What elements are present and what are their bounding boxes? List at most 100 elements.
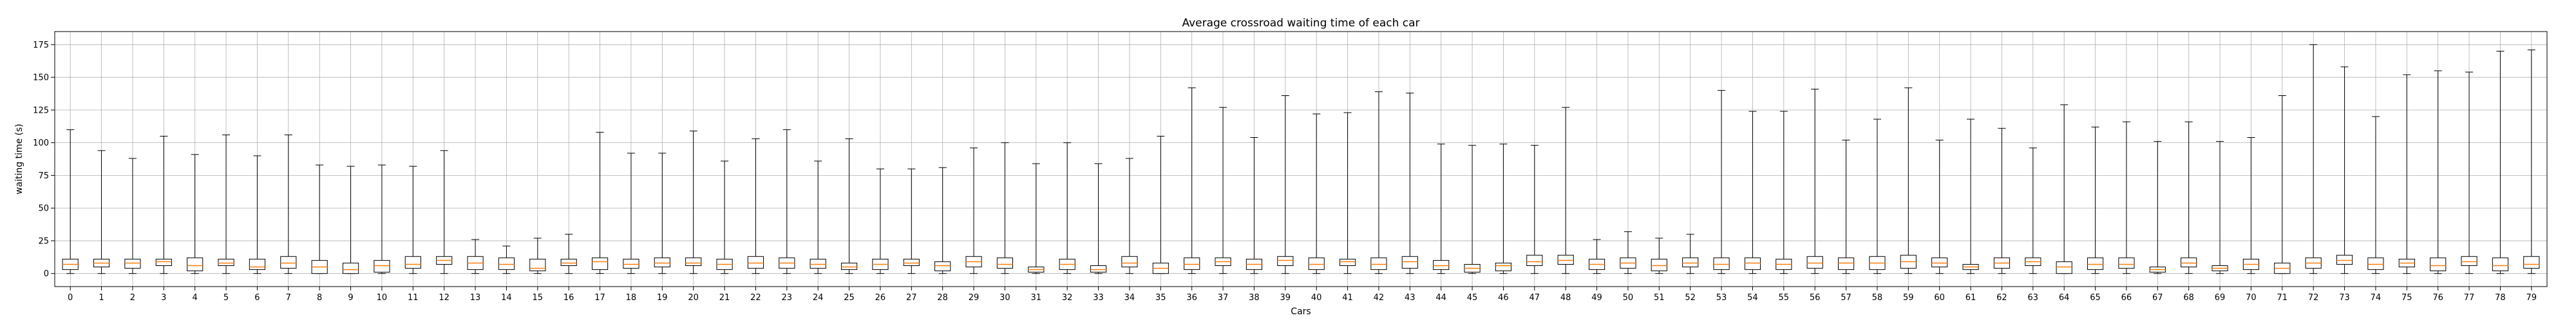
x-tick-label: 78	[2495, 293, 2506, 303]
box-55	[1776, 111, 1792, 274]
x-tick-label: 3	[161, 293, 166, 303]
box-56	[1806, 88, 1823, 274]
box-24	[810, 160, 826, 274]
x-tick-label: 2	[130, 293, 135, 303]
box-67	[2149, 141, 2166, 274]
iqr-box	[1339, 258, 1356, 267]
x-tick-label: 54	[1747, 293, 1758, 303]
iqr-box	[1121, 256, 1138, 268]
box-57	[1837, 140, 1855, 274]
iqr-box	[1495, 262, 1512, 272]
box-40	[1308, 113, 1325, 274]
iqr-box	[124, 258, 141, 269]
iqr-box	[342, 262, 359, 274]
iqr-box	[747, 256, 764, 269]
x-tick-label: 34	[1124, 293, 1135, 303]
box-14	[498, 245, 515, 274]
iqr-box	[187, 257, 204, 272]
box-6	[249, 155, 266, 274]
x-tick-label: 41	[1342, 293, 1353, 303]
box-53	[1713, 90, 1730, 274]
x-tick-label: 31	[1031, 293, 1042, 303]
plot-frame	[54, 31, 2548, 287]
iqr-box	[2181, 257, 2197, 268]
iqr-box	[810, 258, 826, 269]
box-52	[1682, 234, 1699, 274]
box-60	[1931, 140, 1948, 274]
box-32	[1059, 142, 1075, 274]
box-19	[654, 153, 670, 274]
iqr-box	[1651, 258, 1667, 272]
box-71	[2274, 95, 2291, 274]
box-45	[1464, 145, 1481, 274]
x-tick-label: 61	[1965, 293, 1976, 303]
x-tick-label: 47	[1530, 293, 1540, 303]
x-tick-label: 6	[254, 293, 260, 303]
x-tick-label: 65	[2090, 293, 2101, 303]
iqr-box	[560, 258, 577, 267]
x-tick-label: 9	[348, 293, 353, 303]
x-tick-label: 40	[1311, 293, 1322, 303]
box-58	[1869, 118, 1886, 274]
y-axis-label: waiting time (s)	[14, 124, 24, 194]
box-75	[2398, 74, 2415, 274]
iqr-box	[155, 258, 172, 267]
x-tick-label: 56	[1810, 293, 1821, 303]
box-41	[1339, 112, 1356, 274]
iqr-box	[1401, 256, 1418, 269]
x-tick-label: 30	[999, 293, 1010, 303]
box-34	[1121, 158, 1138, 274]
box-8	[311, 164, 328, 274]
x-tick-label: 7	[286, 293, 291, 303]
x-tick-label: 70	[2246, 293, 2257, 303]
iqr-box	[2367, 257, 2384, 270]
box-13	[467, 239, 484, 274]
box-73	[2336, 66, 2353, 274]
box-68	[2181, 121, 2197, 274]
x-tick-label: 67	[2152, 293, 2163, 303]
y-tick-label: 150	[33, 73, 49, 83]
iqr-box	[2118, 257, 2135, 269]
iqr-box	[2430, 257, 2447, 272]
x-tick-label: 0	[68, 293, 73, 303]
x-tick-label: 33	[1093, 293, 1104, 303]
box-76	[2430, 70, 2447, 274]
x-tick-label: 76	[2432, 293, 2443, 303]
x-tick-label: 37	[1218, 293, 1229, 303]
box-74	[2367, 116, 2384, 274]
x-tick-label: 42	[1374, 293, 1385, 303]
box-36	[1184, 87, 1200, 274]
iqr-box	[2336, 254, 2353, 265]
x-tick-label: 43	[1405, 293, 1416, 303]
x-tick-label: 29	[969, 293, 980, 303]
x-tick-label: 28	[937, 293, 948, 303]
y-axis-ticks: 0 25 50 75 100 125 150 175	[33, 41, 55, 279]
box-18	[623, 153, 639, 274]
x-tick-label: 8	[317, 293, 322, 303]
box-44	[1433, 144, 1450, 274]
x-tick-label: 18	[626, 293, 637, 303]
iqr-box	[996, 257, 1014, 269]
x-tick-label: 39	[1280, 293, 1291, 303]
box-62	[1993, 128, 2011, 274]
iqr-box	[1557, 254, 1574, 265]
box-9	[342, 166, 359, 274]
box-17	[591, 131, 609, 274]
y-tick-label: 175	[33, 41, 49, 50]
x-tick-label: 26	[875, 293, 886, 303]
y-tick-label: 100	[33, 138, 49, 148]
iqr-box	[498, 257, 515, 270]
x-tick-label: 63	[2028, 293, 2039, 303]
box-69	[2211, 141, 2228, 274]
box-2	[124, 158, 141, 274]
x-tick-label: 19	[657, 293, 668, 303]
iqr-box	[2492, 257, 2509, 272]
iqr-box	[1931, 257, 1948, 268]
x-tick-label: 5	[223, 293, 229, 303]
x-tick-label: 45	[1467, 293, 1478, 303]
x-tick-label: 48	[1560, 293, 1571, 303]
iqr-box	[1308, 257, 1325, 270]
box-33	[1090, 163, 1107, 274]
iqr-box	[374, 260, 390, 273]
x-tick-label: 1	[99, 293, 104, 303]
